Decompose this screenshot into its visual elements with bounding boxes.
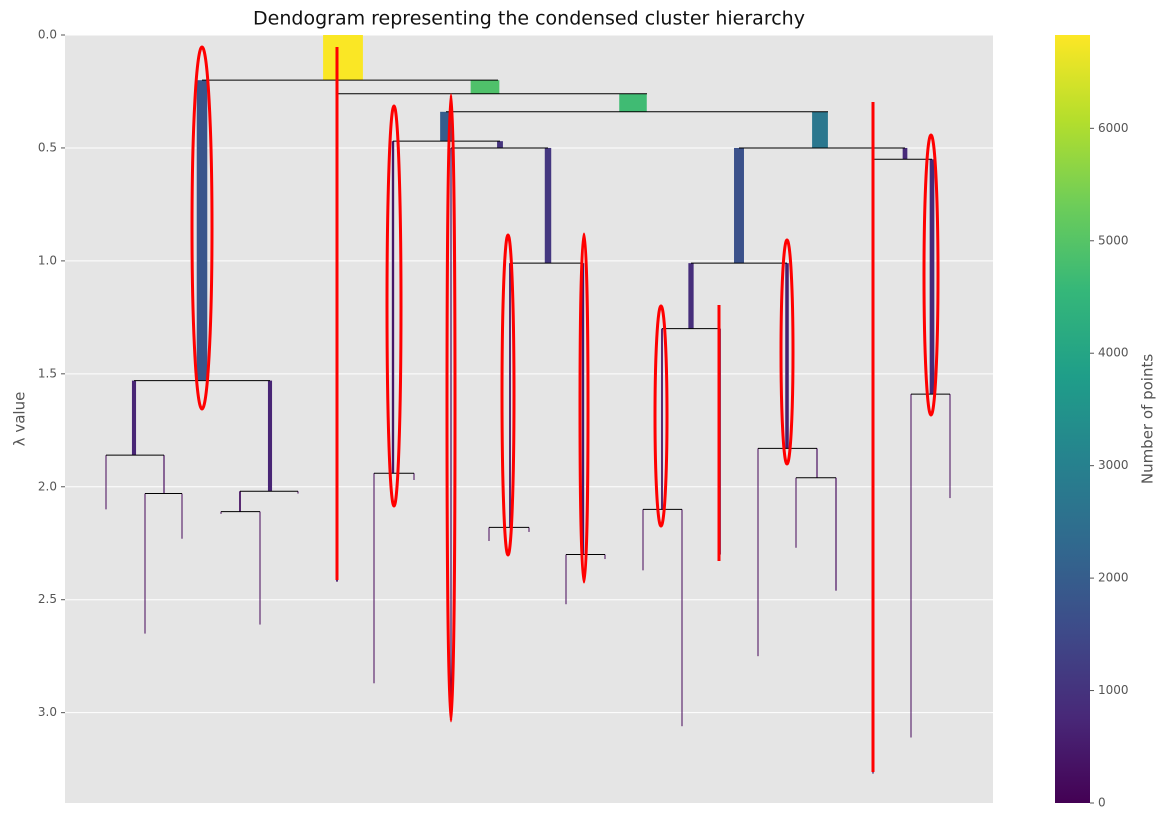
branch <box>581 263 585 555</box>
branch <box>681 509 683 727</box>
branch <box>757 448 759 657</box>
branch <box>619 93 647 112</box>
branch <box>450 147 452 713</box>
highlight-ellipse <box>653 304 669 528</box>
colorbar-tick-label: 0 <box>1098 796 1106 810</box>
branch <box>565 554 567 605</box>
colorbar-tick-label: 5000 <box>1098 233 1129 247</box>
chart-title: Dendogram representing the condensed clu… <box>253 8 805 30</box>
colorbar-label: Number of points <box>1139 354 1157 485</box>
y-tick-label: 1.0 <box>38 253 57 267</box>
branch <box>470 80 500 94</box>
branch <box>488 527 490 541</box>
branch <box>323 35 363 81</box>
branch <box>785 263 789 449</box>
branch <box>259 511 261 625</box>
branch <box>105 455 107 510</box>
branch <box>949 394 951 499</box>
highlight-ellipse <box>190 45 214 411</box>
branch <box>373 473 375 684</box>
colorbar-tick-label: 2000 <box>1098 571 1129 585</box>
branch <box>220 511 222 514</box>
branch <box>440 111 452 142</box>
y-tick-label: 0.0 <box>38 28 57 42</box>
branch <box>835 477 837 591</box>
plot-background <box>65 35 993 803</box>
branch <box>816 448 818 478</box>
branch <box>497 141 503 148</box>
branch <box>144 493 146 634</box>
branch <box>181 493 183 539</box>
colorbar-tick-label: 3000 <box>1098 458 1129 472</box>
colorbar-tick-label: 4000 <box>1098 346 1129 360</box>
branch <box>391 141 395 474</box>
branch <box>163 455 165 494</box>
branch <box>528 527 530 532</box>
y-tick-label: 2.0 <box>38 479 57 493</box>
highlight-ellipse <box>922 133 940 417</box>
colorbar <box>1055 35 1090 803</box>
branch <box>267 380 273 492</box>
colorbar-tick-label: 1000 <box>1098 683 1129 697</box>
y-axis-label: λ value <box>11 392 29 447</box>
branch <box>131 380 137 456</box>
highlight-ellipse <box>445 93 457 723</box>
branch <box>688 263 694 329</box>
branch <box>544 147 552 264</box>
branch <box>661 328 663 510</box>
branch <box>239 491 241 512</box>
branch <box>196 80 208 381</box>
y-tick-label: 3.0 <box>38 705 57 719</box>
y-tick-label: 0.5 <box>38 140 57 154</box>
highlight-ellipse <box>500 233 516 557</box>
branch <box>297 491 299 494</box>
y-tick-label: 2.5 <box>38 592 57 606</box>
branch <box>642 509 644 571</box>
y-tick-label: 1.5 <box>38 366 57 380</box>
highlight-ellipse <box>578 232 590 584</box>
branch <box>413 473 415 480</box>
branch <box>812 111 828 148</box>
branch <box>929 159 935 395</box>
branch <box>734 147 744 264</box>
branch <box>910 394 912 738</box>
branch <box>795 477 797 548</box>
branch <box>509 263 511 528</box>
highlight-ellipse <box>385 104 403 508</box>
branch <box>902 147 908 160</box>
annotations <box>190 45 940 772</box>
branch <box>604 554 606 560</box>
colorbar-tick-label: 6000 <box>1098 121 1129 135</box>
highlight-ellipse <box>779 238 795 466</box>
